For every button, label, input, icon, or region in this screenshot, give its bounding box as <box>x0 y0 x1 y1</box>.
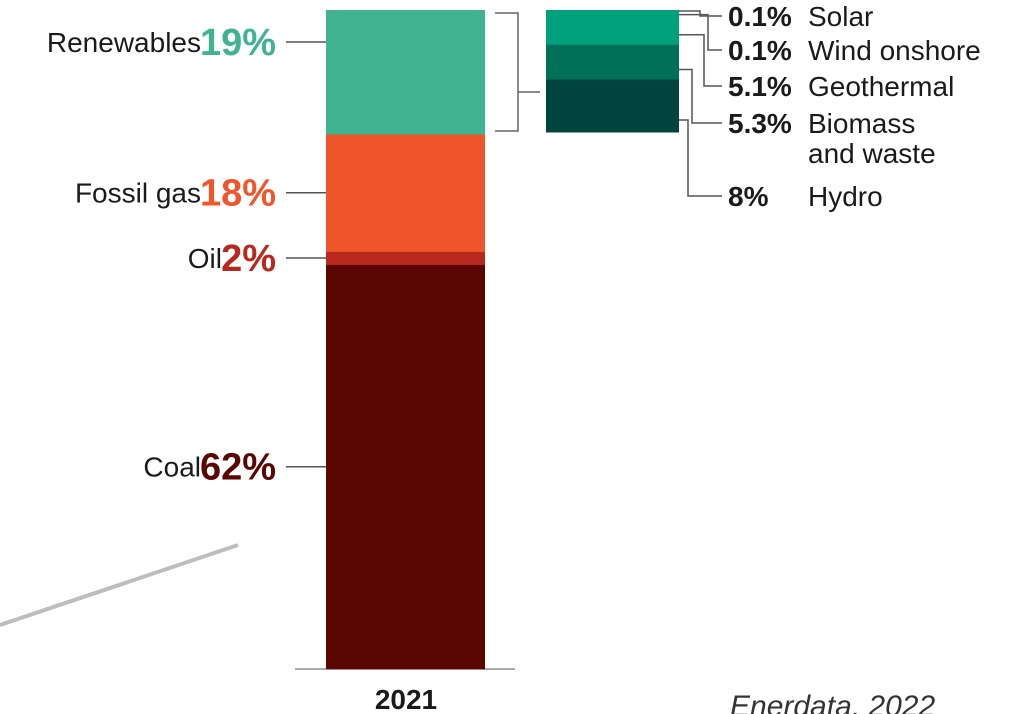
breakdown-name-biomass-and-waste-line-2: and waste <box>808 138 936 169</box>
breakdown-name-geothermal: Geothermal <box>808 71 954 102</box>
renewables-bracket <box>495 12 540 132</box>
bar-segment-coal <box>326 264 485 670</box>
bar-segment-fossil-gas <box>326 133 485 252</box>
category-label-fossil-gas: Fossil gas <box>75 178 201 209</box>
breakdown-leader-biomass-and-waste <box>679 68 722 124</box>
value-label-coal: 62% <box>200 447 276 489</box>
main-stacked-bar <box>326 10 485 670</box>
bar-segment-renewables <box>326 10 485 135</box>
breakdown-leader-geothermal <box>679 34 722 87</box>
breakdown-name-solar: Solar <box>808 1 873 32</box>
value-label-renewables: 19% <box>200 22 276 64</box>
breakdown-name-biomass-and-waste-line-1: Biomass <box>808 108 915 139</box>
decorative-trend-line <box>0 543 239 627</box>
category-label-renewables: Renewables <box>47 27 201 58</box>
breakdown-value-wind-onshore: 0.1% <box>728 35 792 66</box>
breakdown-segment-geothermal <box>546 11 679 46</box>
breakdown-name-hydro: Hydro <box>808 181 883 212</box>
breakdown-leader-solar <box>679 10 722 17</box>
bar-segment-oil <box>326 251 485 265</box>
breakdown-value-hydro: 8% <box>728 181 769 212</box>
breakdown-value-biomass-and-waste: 5.3% <box>728 108 792 139</box>
main-category-labels: 62%Coal 2%Oil 18%Fossil gas 19%Renewables <box>47 12 540 489</box>
breakdown-value-solar: 0.1% <box>728 1 792 32</box>
breakdown-value-geothermal: 5.1% <box>728 71 792 102</box>
x-tick-label-2021: 2021 <box>375 684 437 714</box>
value-label-fossil-gas: 18% <box>200 173 276 215</box>
breakdown-segment-wind-onshore <box>546 10 679 12</box>
breakdown-segment-solar <box>546 10 679 12</box>
renewables-breakdown-bar <box>546 10 679 133</box>
source-note: Enerdata, 2022 <box>730 690 935 714</box>
breakdown-name-wind-onshore: Wind onshore <box>808 35 981 66</box>
renewables-breakdown-labels: 0.1% Solar 0.1% Wind onshore 5.1% Geothermal 5… <box>679 1 981 212</box>
breakdown-leader-wind-onshore <box>679 13 722 51</box>
breakdown-segment-biomass-and-waste <box>546 44 679 81</box>
category-label-oil: Oil <box>188 243 222 274</box>
breakdown-segment-hydro <box>546 79 679 133</box>
breakdown-leader-hydro <box>679 119 722 197</box>
category-label-coal: Coal <box>143 452 201 483</box>
value-label-oil: 2% <box>221 238 276 280</box>
